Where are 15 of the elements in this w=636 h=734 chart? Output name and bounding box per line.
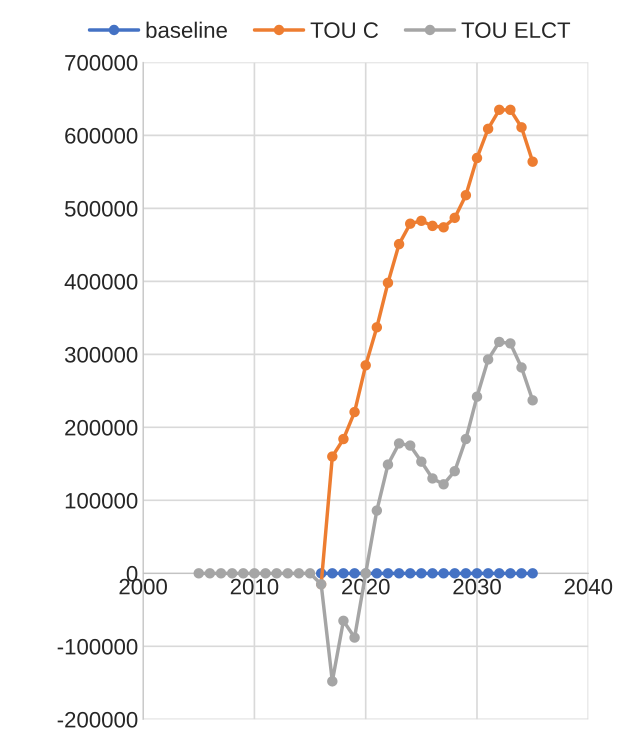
- y-tick-label: 500000: [64, 200, 138, 217]
- x-tick-label: 2040: [564, 578, 612, 595]
- y-tick-label: -200000: [58, 712, 138, 728]
- y-tick-label: 300000: [64, 346, 138, 363]
- y-tick-label: 700000: [65, 54, 138, 71]
- x-tick-label: 2010: [230, 578, 278, 595]
- legend-label: TOU C: [310, 22, 378, 38]
- legend-label: baseline: [146, 22, 227, 38]
- x-tick-label: 2030: [453, 578, 501, 595]
- y-tick-label: 100000: [66, 492, 138, 509]
- y-tick-label: 200000: [65, 420, 138, 436]
- legend-label: TOU ELCT: [462, 22, 570, 38]
- y-tick-label: 400000: [64, 274, 138, 290]
- y-tick-label: 600000: [65, 128, 138, 144]
- y-tick-label: -100000: [58, 638, 138, 655]
